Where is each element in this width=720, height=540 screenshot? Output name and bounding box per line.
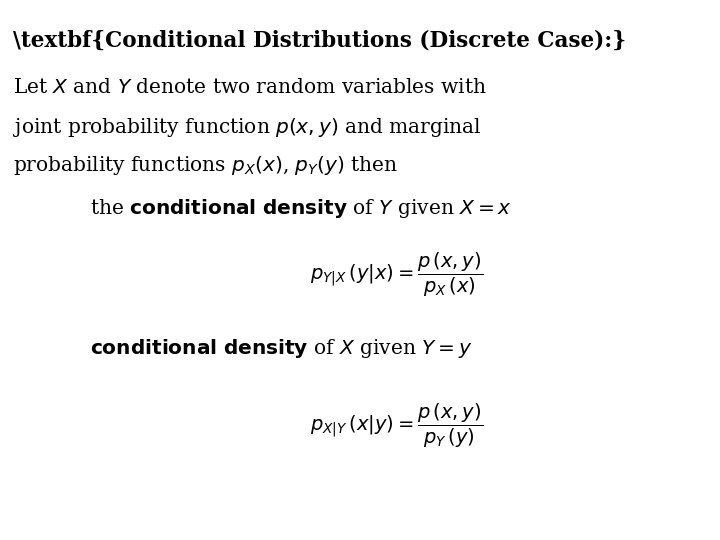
Text: the $\mathbf{conditional\ density}$ of $Y$ given $X = x$: the $\mathbf{conditional\ density}$ of $… — [90, 197, 512, 220]
Text: joint probability function $p(x,y)$ and marginal: joint probability function $p(x,y)$ and … — [13, 116, 482, 139]
Text: Let $X$ and $Y$ denote two random variables with: Let $X$ and $Y$ denote two random variab… — [13, 78, 487, 97]
Text: probability functions $p_X(x)$, $p_Y(y)$ then: probability functions $p_X(x)$, $p_Y(y)$… — [13, 154, 398, 177]
Text: $\mathbf{conditional\ density}$ of $X$ given $Y = y$: $\mathbf{conditional\ density}$ of $X$ g… — [90, 338, 473, 361]
Text: $p_{X|Y}\,(x|y)=\dfrac{p\,(x,y)}{p_Y\,(y)}$: $p_{X|Y}\,(x|y)=\dfrac{p\,(x,y)}{p_Y\,(y… — [310, 402, 482, 450]
Text: $p_{Y|X}\,(y|x)=\dfrac{p\,(x,y)}{p_X\,(x)}$: $p_{Y|X}\,(y|x)=\dfrac{p\,(x,y)}{p_X\,(x… — [310, 251, 482, 299]
Text: \textbf{Conditional Distributions (Discrete Case):}: \textbf{Conditional Distributions (Discr… — [13, 30, 626, 52]
